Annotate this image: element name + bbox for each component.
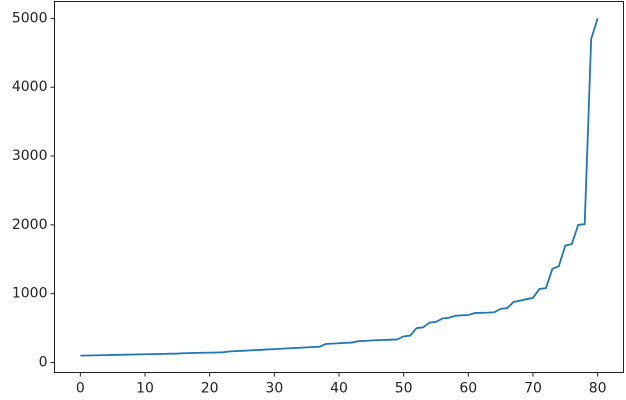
y-tick-label: 5000	[12, 10, 48, 26]
axes-frame	[54, 1, 624, 373]
x-tick-label: 20	[201, 381, 219, 397]
x-tick-label: 70	[524, 381, 542, 397]
y-tick-label: 3000	[12, 148, 48, 164]
y-tick-label: 4000	[12, 79, 48, 95]
y-tick-label: 0	[39, 355, 48, 371]
x-tick-label: 40	[330, 381, 348, 397]
x-tick-label: 80	[589, 381, 607, 397]
x-tick-label: 10	[136, 381, 154, 397]
y-tick-label: 2000	[12, 217, 48, 233]
x-tick-label: 0	[76, 381, 85, 397]
x-tick-label: 60	[459, 381, 477, 397]
x-tick-label: 50	[395, 381, 413, 397]
data-line	[80, 18, 599, 357]
x-tick-label: 30	[265, 381, 283, 397]
y-tick-label: 1000	[12, 286, 48, 302]
